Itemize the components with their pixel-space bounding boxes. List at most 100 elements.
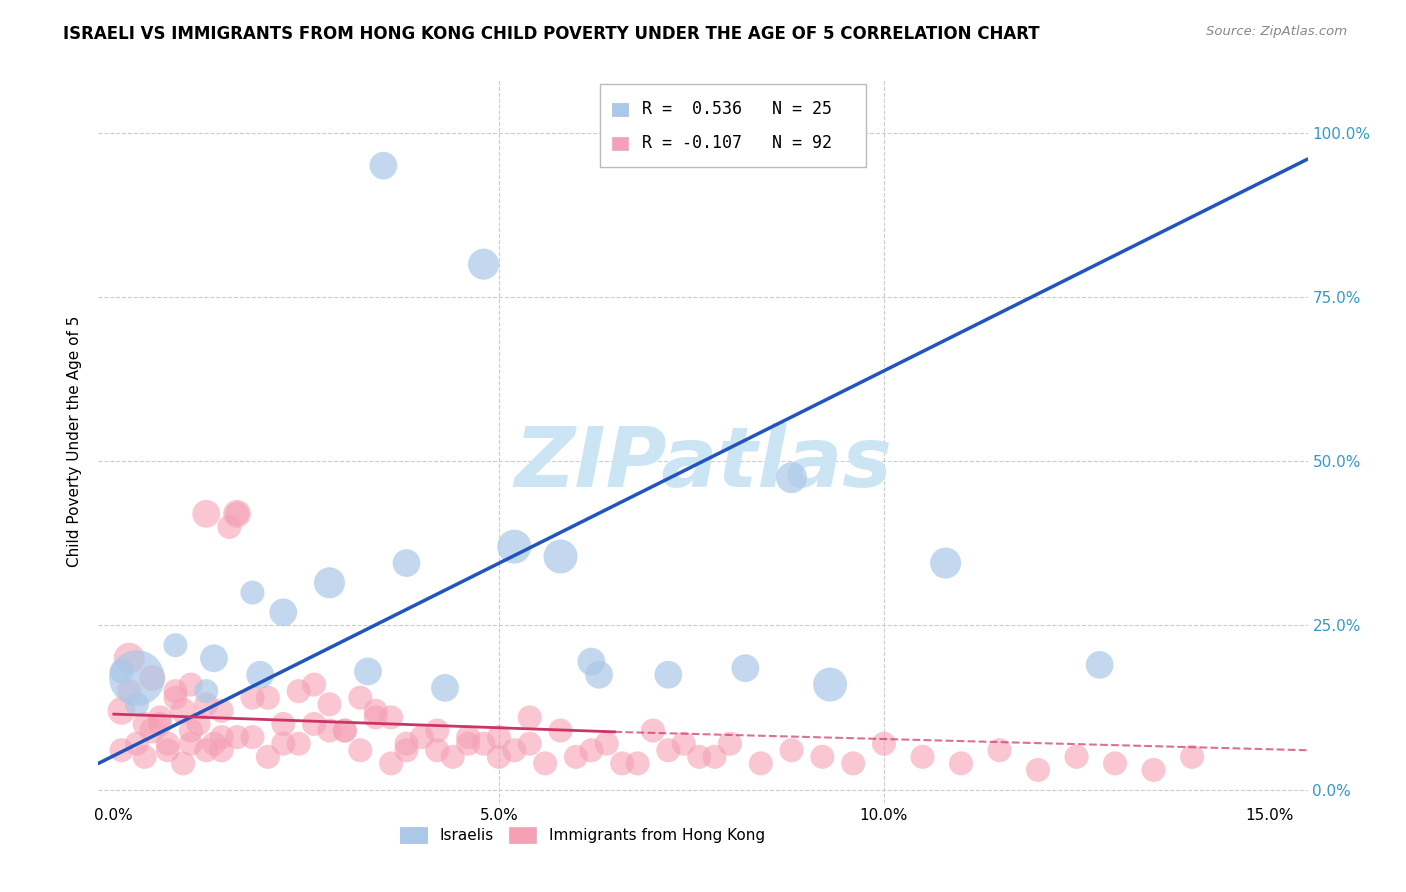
Point: [357, 665, 380, 679]
Point: [242, 730, 264, 744]
Text: ZIPatlas: ZIPatlas: [515, 423, 891, 504]
Point: [302, 677, 325, 691]
Text: R =  0.536   N = 25: R = 0.536 N = 25: [643, 100, 832, 118]
Point: [626, 756, 648, 771]
Point: [364, 710, 387, 724]
Point: [141, 723, 163, 738]
Point: [318, 698, 340, 712]
Point: [780, 743, 803, 757]
Point: [125, 737, 148, 751]
Point: [395, 556, 418, 570]
Point: [218, 520, 240, 534]
Point: [125, 671, 148, 685]
Point: [202, 651, 225, 665]
Point: [226, 730, 249, 744]
Point: [935, 556, 957, 570]
Point: [842, 756, 865, 771]
Point: [503, 743, 526, 757]
Point: [550, 549, 572, 564]
Point: [780, 471, 803, 485]
Point: [172, 704, 194, 718]
Point: [195, 743, 218, 757]
Point: [149, 717, 172, 731]
Point: [411, 730, 433, 744]
Point: [519, 737, 541, 751]
Point: [1181, 749, 1204, 764]
Point: [641, 723, 664, 738]
Point: [503, 540, 526, 554]
Point: [165, 684, 187, 698]
Point: [703, 749, 725, 764]
Point: [581, 743, 603, 757]
Point: [134, 749, 156, 764]
Point: [550, 723, 572, 738]
Point: [156, 743, 179, 757]
Point: [588, 667, 610, 681]
Point: [1088, 657, 1111, 672]
Point: [1026, 763, 1049, 777]
Point: [195, 698, 218, 712]
Point: [441, 749, 464, 764]
Point: [426, 743, 449, 757]
Point: [610, 756, 633, 771]
Point: [911, 749, 934, 764]
Point: [811, 749, 834, 764]
Point: [141, 671, 163, 685]
Point: [349, 690, 371, 705]
Point: [257, 690, 280, 705]
Point: [271, 717, 294, 731]
Point: [211, 730, 233, 744]
Point: [488, 749, 510, 764]
Point: [1104, 756, 1126, 771]
Text: Source: ZipAtlas.com: Source: ZipAtlas.com: [1206, 25, 1347, 38]
Point: [457, 737, 479, 751]
Point: [118, 651, 141, 665]
Point: [226, 507, 249, 521]
Point: [534, 756, 557, 771]
Point: [287, 737, 309, 751]
Point: [457, 730, 479, 744]
Point: [734, 661, 756, 675]
Point: [873, 737, 896, 751]
Point: [596, 737, 619, 751]
Point: [1142, 763, 1164, 777]
Point: [988, 743, 1011, 757]
Point: [134, 717, 156, 731]
Point: [318, 723, 340, 738]
Point: [172, 756, 194, 771]
Text: R = -0.107   N = 92: R = -0.107 N = 92: [643, 134, 832, 153]
FancyBboxPatch shape: [613, 136, 627, 150]
Point: [110, 704, 132, 718]
Text: ISRAELI VS IMMIGRANTS FROM HONG KONG CHILD POVERTY UNDER THE AGE OF 5 CORRELATIO: ISRAELI VS IMMIGRANTS FROM HONG KONG CHI…: [63, 25, 1040, 43]
Point: [1066, 749, 1088, 764]
Point: [195, 684, 218, 698]
Point: [202, 737, 225, 751]
Point: [657, 667, 679, 681]
Point: [688, 749, 710, 764]
Point: [488, 730, 510, 744]
Point: [818, 677, 841, 691]
Point: [472, 737, 495, 751]
Point: [950, 756, 973, 771]
Point: [226, 507, 249, 521]
Point: [211, 704, 233, 718]
Point: [156, 737, 179, 751]
Legend: Israelis, Immigrants from Hong Kong: Israelis, Immigrants from Hong Kong: [394, 822, 770, 849]
Point: [125, 698, 148, 712]
Point: [333, 723, 356, 738]
Point: [657, 743, 679, 757]
Y-axis label: Child Poverty Under the Age of 5: Child Poverty Under the Age of 5: [67, 316, 83, 567]
Point: [565, 749, 588, 764]
Point: [364, 704, 387, 718]
Point: [472, 257, 495, 271]
Point: [718, 737, 741, 751]
Point: [110, 665, 132, 679]
Point: [118, 684, 141, 698]
Point: [581, 655, 603, 669]
Point: [349, 743, 371, 757]
Point: [180, 677, 202, 691]
Point: [165, 638, 187, 652]
Point: [395, 743, 418, 757]
Point: [257, 749, 280, 764]
Point: [249, 667, 271, 681]
